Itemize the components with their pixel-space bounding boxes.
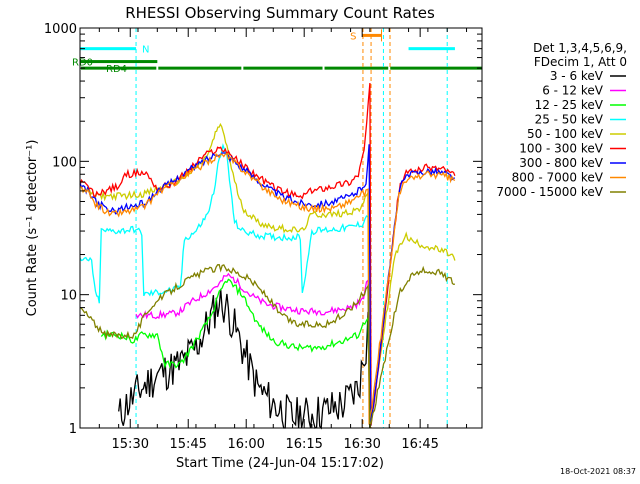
series-group [135, 272, 371, 429]
series-group [79, 143, 371, 429]
chart-title: RHESSI Observing Summary Count Rates [125, 4, 435, 22]
state-bar-s [362, 33, 382, 37]
legend-label: 7000 - 15000 keV [496, 185, 603, 199]
state-bar-rd4-gap [322, 66, 325, 71]
series-line [79, 264, 456, 429]
series-group [118, 288, 371, 430]
state-bar-rd0 [80, 60, 158, 64]
series-line [135, 272, 371, 429]
series-line [118, 288, 371, 430]
legend-label: 50 - 100 keV [527, 127, 604, 141]
series-line [100, 278, 371, 429]
dashed-vertical-lines-layer [135, 28, 448, 428]
legend-label: 6 - 12 keV [542, 84, 604, 98]
legend-header-line-1: Det 1,3,4,5,6,9, [533, 41, 627, 55]
y-axis: 1 10 100 1000 [44, 22, 482, 437]
legend: Det 1,3,4,5,6,9, FDecim 1, Att 0 3 - 6 k… [496, 41, 627, 199]
y-tick-label: 1000 [44, 22, 77, 37]
series-group [80, 122, 456, 429]
y-tick-label: 100 [52, 155, 77, 170]
x-tick-label: 16:30 [343, 437, 380, 452]
state-bar-n [408, 47, 455, 51]
x-tick-label: 16:00 [227, 437, 264, 452]
state-bar-n [80, 47, 137, 51]
x-tick-label: 15:45 [169, 437, 206, 452]
y-axis-label: Count Rate (s⁻¹ detector⁻¹) [25, 140, 40, 317]
series-line [79, 152, 456, 425]
x-axis-label: Start Time (24-Jun-04 15:17:02) [176, 456, 384, 471]
state-bar-n-label: N [142, 45, 149, 56]
series-group [79, 144, 455, 426]
timestamp: 18-Oct-2021 08:37 [560, 467, 636, 476]
legend-label: 300 - 800 keV [519, 156, 603, 170]
state-bars-layer: RD0 RD4 N S [72, 29, 482, 75]
legend-label: 3 - 6 keV [550, 69, 604, 83]
x-tick-label: 16:15 [285, 437, 322, 452]
legend-label: 25 - 50 keV [535, 113, 604, 127]
state-bar-rd4-gap [156, 66, 159, 71]
x-tick-label: 16:45 [401, 437, 438, 452]
series-layer [79, 82, 456, 430]
series-group [100, 278, 371, 429]
plot-frame [79, 27, 483, 429]
state-bar-rd4-gap [241, 66, 244, 71]
state-bar-rd4 [80, 66, 482, 70]
state-bar-rd4-gap [388, 66, 391, 71]
legend-label: 12 - 25 keV [535, 98, 604, 112]
legend-label: 100 - 300 keV [519, 142, 603, 156]
y-tick-label: 10 [60, 289, 77, 304]
series-group [79, 264, 456, 429]
series-line [80, 122, 456, 429]
series-line [79, 143, 371, 429]
x-axis: 15:30 15:45 16:00 16:15 16:30 16:45 [79, 28, 468, 452]
x-tick-label: 15:30 [112, 437, 149, 452]
state-bar-rd4-label: RD4 [106, 64, 127, 75]
state-bar-s-label: S [350, 31, 356, 42]
state-bar-rd0-label: RD0 [72, 58, 93, 69]
legend-label: 800 - 7000 keV [512, 171, 604, 185]
legend-header-line-2: FDecim 1, Att 0 [534, 55, 627, 69]
series-line [79, 144, 455, 426]
y-tick-label: 1 [69, 422, 77, 437]
series-group [79, 152, 456, 425]
